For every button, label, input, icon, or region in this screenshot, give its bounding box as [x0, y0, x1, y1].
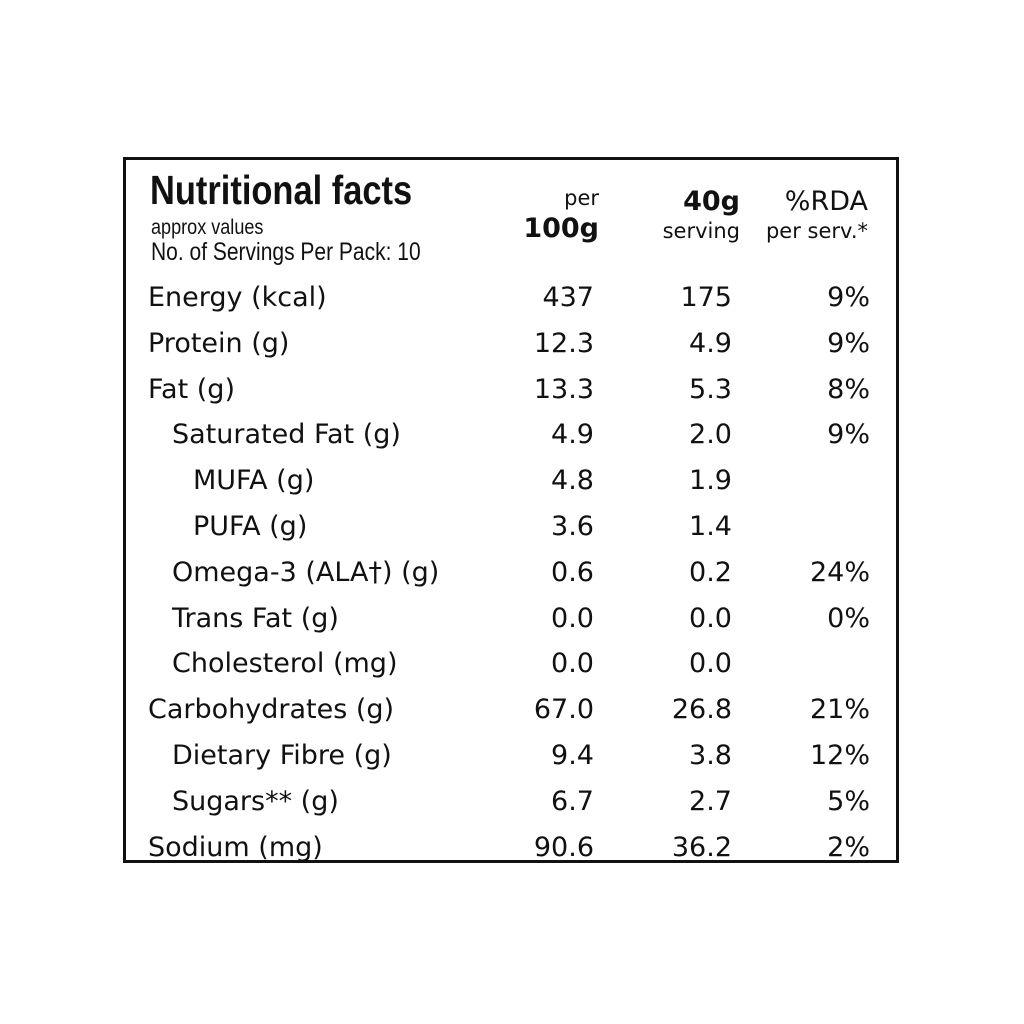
value-per-100g: 13.3	[533, 373, 594, 405]
value-per-serving: 1.4	[689, 510, 732, 542]
value-per-serving: 2.0	[689, 419, 732, 451]
nutrition-facts-panel: Nutritional facts approx values No. of S…	[123, 157, 899, 863]
value-per-100g: 0.0	[551, 602, 594, 634]
value-per-serving: 1.9	[689, 465, 732, 497]
table-row: Fat (g) 13.3 5.3 8%	[126, 370, 896, 416]
nutrient-label: Cholesterol (mg)	[172, 648, 398, 680]
table-row: Dietary Fibre (g) 9.4 3.8 12%	[126, 736, 896, 782]
value-per-serving: 2.7	[689, 785, 732, 817]
table-row: MUFA (g) 4.8 1.9	[126, 461, 896, 507]
value-per-100g: 4.9	[551, 419, 594, 451]
value-per-100g: 0.0	[551, 648, 594, 680]
nutrient-label: Fat (g)	[148, 373, 235, 405]
column-header-per-100g-top: per	[564, 186, 599, 210]
value-per-100g: 437	[542, 282, 594, 313]
table-row: Trans Fat (g) 0.0 0.0 0%	[126, 599, 896, 645]
nutrient-label: Dietary Fibre (g)	[172, 739, 392, 771]
value-per-100g: 90.6	[533, 831, 594, 863]
table-row: Energy (kcal) 437 175 9%	[126, 278, 896, 324]
nutrient-label: MUFA (g)	[193, 465, 315, 497]
value-rda: 0%	[827, 602, 870, 634]
value-per-serving: 0.2	[689, 556, 732, 588]
value-rda: 9%	[827, 282, 870, 313]
nutrient-label: Energy (kcal)	[148, 282, 327, 313]
nutrient-label: Carbohydrates (g)	[148, 694, 395, 726]
column-header-serving-top: 40g	[683, 186, 740, 217]
table-row: Carbohydrates (g) 67.0 26.8 21%	[126, 690, 896, 736]
nutrient-rows: Energy (kcal) 437 175 9% Protein (g) 12.…	[126, 278, 896, 873]
table-row: Cholesterol (mg) 0.0 0.0	[126, 644, 896, 690]
value-per-100g: 67.0	[533, 694, 594, 726]
table-row: Sodium (mg) 90.6 36.2 2%	[126, 828, 896, 874]
value-rda: 24%	[809, 556, 870, 588]
value-per-100g: 12.3	[533, 327, 594, 359]
value-per-serving: 4.9	[689, 327, 732, 359]
value-per-serving: 5.3	[689, 373, 732, 405]
nutrient-label: PUFA (g)	[193, 510, 308, 542]
value-rda: 2%	[827, 831, 870, 863]
column-header-per-100g: per 100g	[504, 186, 599, 244]
value-per-100g: 9.4	[551, 739, 594, 771]
table-row: Omega-3 (ALA†) (g) 0.6 0.2 24%	[126, 553, 896, 599]
value-rda: 8%	[827, 373, 870, 405]
table-row: Protein (g) 12.3 4.9 9%	[126, 324, 896, 370]
servings-per-pack: No. of Servings Per Pack: 10	[151, 238, 421, 266]
panel-title: Nutritional facts	[150, 167, 413, 213]
value-per-serving: 3.8	[689, 739, 732, 771]
table-row: Sugars** (g) 6.7 2.7 5%	[126, 782, 896, 828]
column-header-rda-bottom: per serv.*	[765, 219, 868, 243]
nutrient-label: Omega-3 (ALA†) (g)	[172, 556, 440, 588]
column-header-rda-top: %RDA	[784, 186, 868, 217]
nutrient-label: Sodium (mg)	[148, 831, 323, 863]
nutrient-label: Sugars** (g)	[172, 785, 339, 817]
column-header-serving-bottom: serving	[662, 219, 740, 243]
table-row: PUFA (g) 3.6 1.4	[126, 507, 896, 553]
value-rda: 9%	[827, 419, 870, 451]
column-header-serving: 40g serving	[636, 188, 740, 242]
nutrient-label: Trans Fat (g)	[172, 602, 339, 634]
value-per-100g: 3.6	[551, 510, 594, 542]
value-per-100g: 0.6	[551, 556, 594, 588]
value-per-100g: 4.8	[551, 465, 594, 497]
value-per-serving: 36.2	[671, 831, 732, 863]
value-per-100g: 6.7	[551, 785, 594, 817]
value-per-serving: 0.0	[689, 602, 732, 634]
nutrient-label: Saturated Fat (g)	[172, 419, 401, 451]
value-per-serving: 0.0	[689, 648, 732, 680]
table-row: Saturated Fat (g) 4.9 2.0 9%	[126, 415, 896, 461]
column-header-rda: %RDA per serv.*	[758, 188, 868, 242]
value-per-serving: 26.8	[671, 694, 732, 726]
value-rda: 9%	[827, 327, 870, 359]
value-rda: 12%	[809, 739, 870, 771]
value-per-serving: 175	[680, 282, 732, 313]
nutrient-label: Protein (g)	[148, 327, 290, 359]
column-header-per-100g-bottom: 100g	[523, 213, 599, 244]
approx-values-note: approx values	[151, 216, 264, 239]
value-rda: 21%	[809, 694, 870, 726]
value-rda: 5%	[827, 785, 870, 817]
